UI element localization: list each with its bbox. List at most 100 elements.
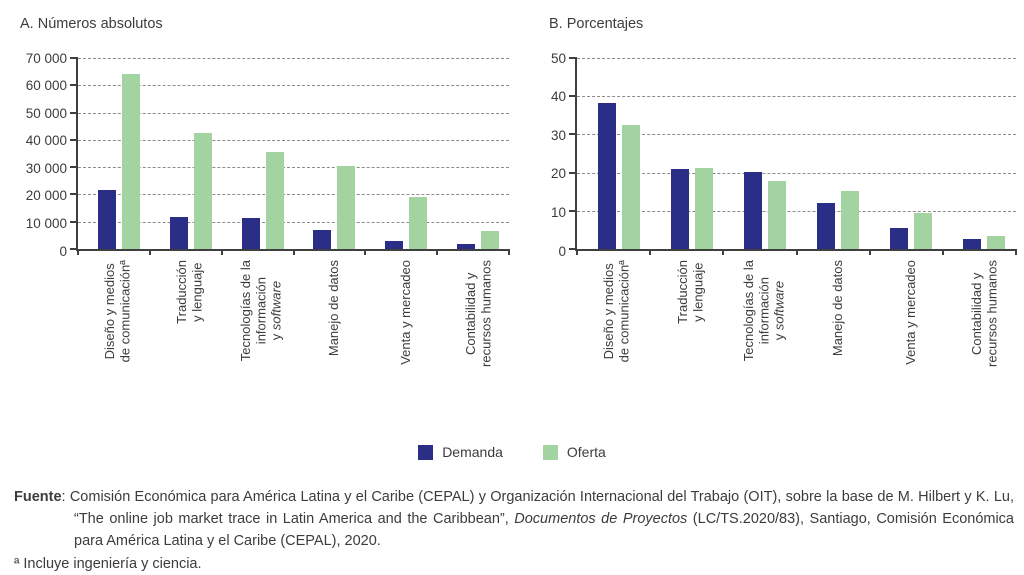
bar-demanda-2 xyxy=(241,217,260,249)
gridline xyxy=(577,172,1016,174)
gridline xyxy=(577,210,1016,212)
legend-label-oferta: Oferta xyxy=(566,444,606,460)
bar-oferta-4 xyxy=(409,197,428,249)
y-tick-label: 70 000 xyxy=(25,50,67,66)
y-tick-label: 30 000 xyxy=(25,160,67,176)
footnote-text: ª Incluye ingeniería y ciencia. xyxy=(14,556,202,573)
x-axis-labels: Diseño y medios de comunicaciónª Traducció… xyxy=(76,260,509,400)
y-tick-mark xyxy=(70,248,78,250)
x-tick-mark xyxy=(868,249,871,255)
bar-oferta-3 xyxy=(841,190,860,249)
bar-groups xyxy=(577,58,1016,249)
bar-group-2 xyxy=(723,58,796,249)
bar-group-3 xyxy=(293,58,365,249)
y-tick-label: 40 xyxy=(550,88,566,104)
chart-body-b: 0 10 20 30 40 50 Diseño y medios de comunicaci… xyxy=(543,51,1017,400)
x-axis-label: Contabilidad y recursos humanos xyxy=(462,260,493,367)
gridline xyxy=(577,96,1016,98)
y-tick-label: 0 xyxy=(558,243,566,259)
x-axis-label: Tecnologías de la información y software xyxy=(238,260,285,362)
bar-oferta-3 xyxy=(337,165,356,249)
gridline xyxy=(78,85,509,87)
y-tick-mark xyxy=(569,248,577,250)
y-axis-labels: 0 10 20 30 40 50 xyxy=(543,51,575,257)
bar-group-0 xyxy=(577,58,650,249)
y-tick-mark xyxy=(70,193,78,196)
bar-oferta-0 xyxy=(121,73,140,249)
bar-demanda-4 xyxy=(385,240,404,249)
bar-group-0 xyxy=(78,58,150,249)
plot-area xyxy=(569,57,1017,255)
x-axis-label: Diseño y medios de comunicaciónª xyxy=(101,260,133,363)
x-tick-mark xyxy=(508,249,510,255)
gridline xyxy=(78,112,509,114)
y-tick-label: 50 000 xyxy=(25,105,67,121)
bar-oferta-2 xyxy=(265,152,284,249)
chart-title-a: A. Números absolutos xyxy=(20,16,163,32)
y-tick-mark xyxy=(70,111,78,114)
x-tick-mark xyxy=(941,249,944,255)
x-axis-labels: Diseño y medios de comunicaciónª Traducció… xyxy=(575,260,1016,400)
bar-group-1 xyxy=(150,58,222,249)
y-tick-mark xyxy=(70,138,78,141)
y-tick-label: 10 xyxy=(550,204,566,220)
x-axis-label: Traducción y lenguaje xyxy=(674,260,706,324)
x-tick-mark xyxy=(364,249,367,255)
gridline xyxy=(577,134,1016,136)
y-tick-mark xyxy=(70,57,78,59)
y-tick-label: 50 xyxy=(550,50,566,66)
bar-demanda-3 xyxy=(313,230,332,249)
source-note: Fuente: Comisión Económica para América … xyxy=(14,486,1014,575)
y-tick-mark xyxy=(70,220,78,223)
x-tick-mark xyxy=(292,249,295,255)
x-axis-label: Tecnologías de la información y software xyxy=(740,260,787,362)
y-tick-mark xyxy=(70,166,78,169)
bar-demanda-3 xyxy=(817,203,836,249)
y-tick-label: 30 xyxy=(550,127,566,143)
gridline xyxy=(78,221,509,223)
plot-wrap: Diseño y medios de comunicaciónª Traducció… xyxy=(70,57,510,400)
gridline xyxy=(577,58,1016,59)
chart-body-a: 0 10 000 20 000 30 000 40 000 50 000 60 000 70 … xyxy=(14,51,510,400)
bar-group-2 xyxy=(222,58,294,249)
x-axis-label: Venta y mercadeo xyxy=(903,260,919,365)
bar-oferta-4 xyxy=(914,213,933,249)
bar-oferta-1 xyxy=(193,133,212,249)
y-tick-label: 20 000 xyxy=(25,188,67,204)
bar-demanda-1 xyxy=(169,216,188,249)
y-tick-mark xyxy=(569,171,577,174)
plot-area xyxy=(70,57,510,255)
y-tick-label: 60 000 xyxy=(25,77,67,93)
x-tick-mark xyxy=(77,249,79,255)
x-tick-mark xyxy=(576,249,578,255)
chart-title-b: B. Porcentajes xyxy=(549,16,644,32)
y-tick-label: 0 xyxy=(59,243,67,259)
bar-oferta-5 xyxy=(987,236,1006,249)
y-tick-mark xyxy=(70,84,78,87)
bar-group-4 xyxy=(365,58,437,249)
demanda-color-swatch xyxy=(418,444,434,460)
y-tick-label: 10 000 xyxy=(25,215,67,231)
x-axis-label: Venta y mercadeo xyxy=(398,260,414,365)
legend-label-demanda: Demanda xyxy=(442,444,503,460)
gridline xyxy=(78,58,509,59)
y-axis-labels: 0 10 000 20 000 30 000 40 000 50 000 60 000 70 … xyxy=(14,51,76,257)
bar-oferta-5 xyxy=(481,231,500,249)
legend-item-oferta: Oferta xyxy=(542,444,606,460)
y-tick-mark xyxy=(569,209,577,212)
bar-group-1 xyxy=(650,58,723,249)
bar-group-5 xyxy=(437,58,509,249)
bar-demanda-2 xyxy=(743,172,762,249)
chart-panel-porcentajes: B. Porcentajes 0 10 20 30 40 50 Diseño y medi… xyxy=(543,10,1017,400)
x-tick-mark xyxy=(436,249,439,255)
legend: Demanda Oferta xyxy=(14,442,1010,462)
bar-groups xyxy=(78,58,509,249)
legend-item-demanda: Demanda xyxy=(418,444,503,460)
bar-demanda-0 xyxy=(597,102,616,249)
x-tick-mark xyxy=(148,249,151,255)
x-axis-label: Manejo de datos xyxy=(325,260,341,357)
y-tick-label: 20 xyxy=(550,166,566,182)
y-tick-mark xyxy=(569,95,577,98)
x-axis-label: Contabilidad y recursos humanos xyxy=(968,260,1000,367)
